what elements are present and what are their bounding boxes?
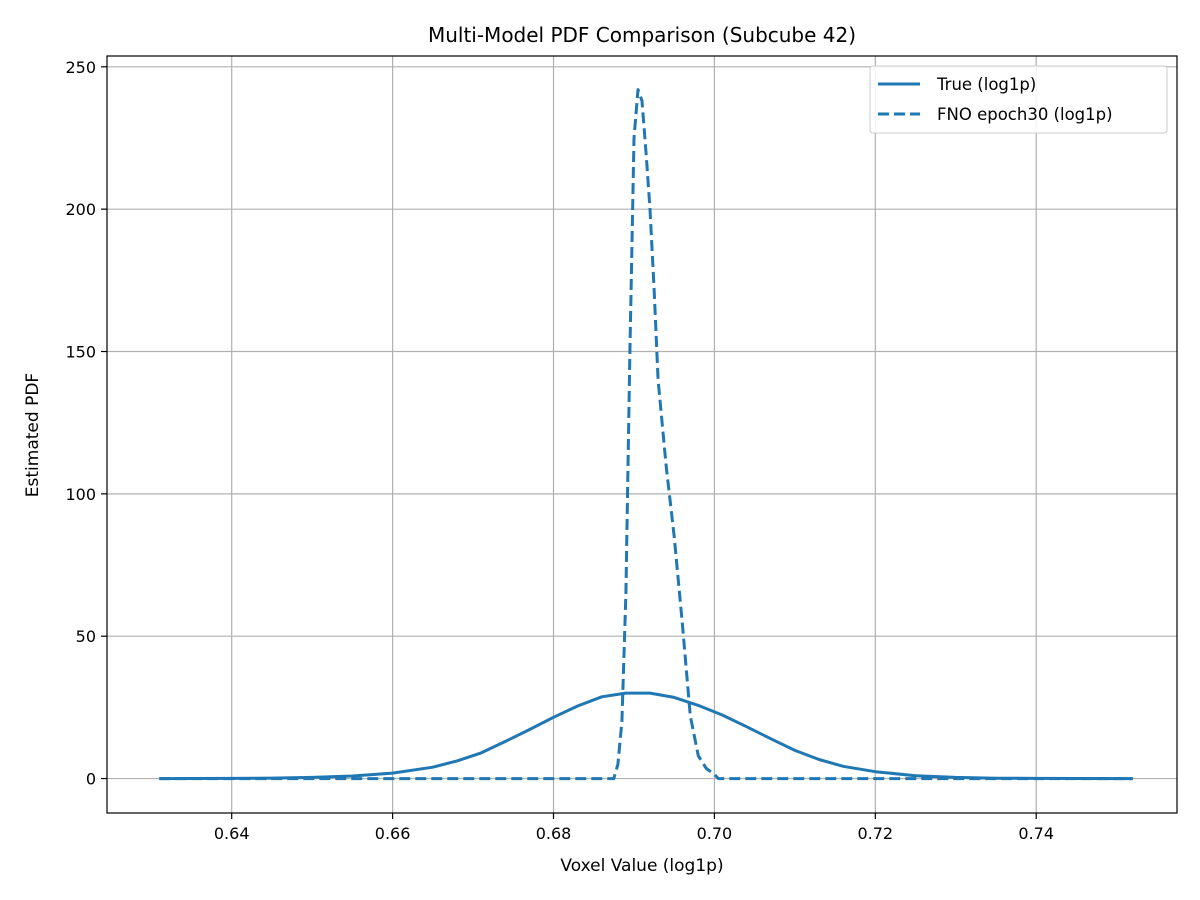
x-tick-label: 0.72 (857, 824, 893, 843)
x-tick-label: 0.68 (536, 824, 572, 843)
y-tick-label: 150 (65, 343, 96, 362)
y-tick-label: 50 (76, 627, 96, 646)
legend-label-true: True (log1p) (936, 75, 1036, 94)
series-line-fno (159, 88, 1133, 781)
x-tick-label: 0.74 (1018, 824, 1054, 843)
chart-title: Multi-Model PDF Comparison (Subcube 42) (428, 23, 856, 47)
y-tick-label: 0 (86, 770, 96, 789)
legend-box (869, 65, 1168, 134)
y-axis-label: Estimated PDF (23, 373, 43, 497)
x-tick-label: 0.64 (214, 824, 250, 843)
y-tick-label: 100 (65, 485, 96, 504)
y-tick-label: 200 (65, 200, 96, 219)
x-tick-label: 0.66 (375, 824, 411, 843)
x-tick-label: 0.70 (697, 824, 733, 843)
x-axis-label: Voxel Value (log1p) (560, 856, 723, 876)
legend: True (log1p) FNO epoch30 (log1p) (869, 65, 1168, 134)
y-tick-label: 250 (65, 58, 96, 77)
axis-ticks: 0.64 0.66 0.68 0.70 0.72 0.74 0 50 100 150 200 250 (65, 58, 1054, 843)
series-layer (159, 88, 1133, 781)
plot-area-frame (106, 55, 1178, 814)
legend-label-fno: FNO epoch30 (log1p) (937, 105, 1113, 124)
series-line-true (159, 691, 1133, 781)
